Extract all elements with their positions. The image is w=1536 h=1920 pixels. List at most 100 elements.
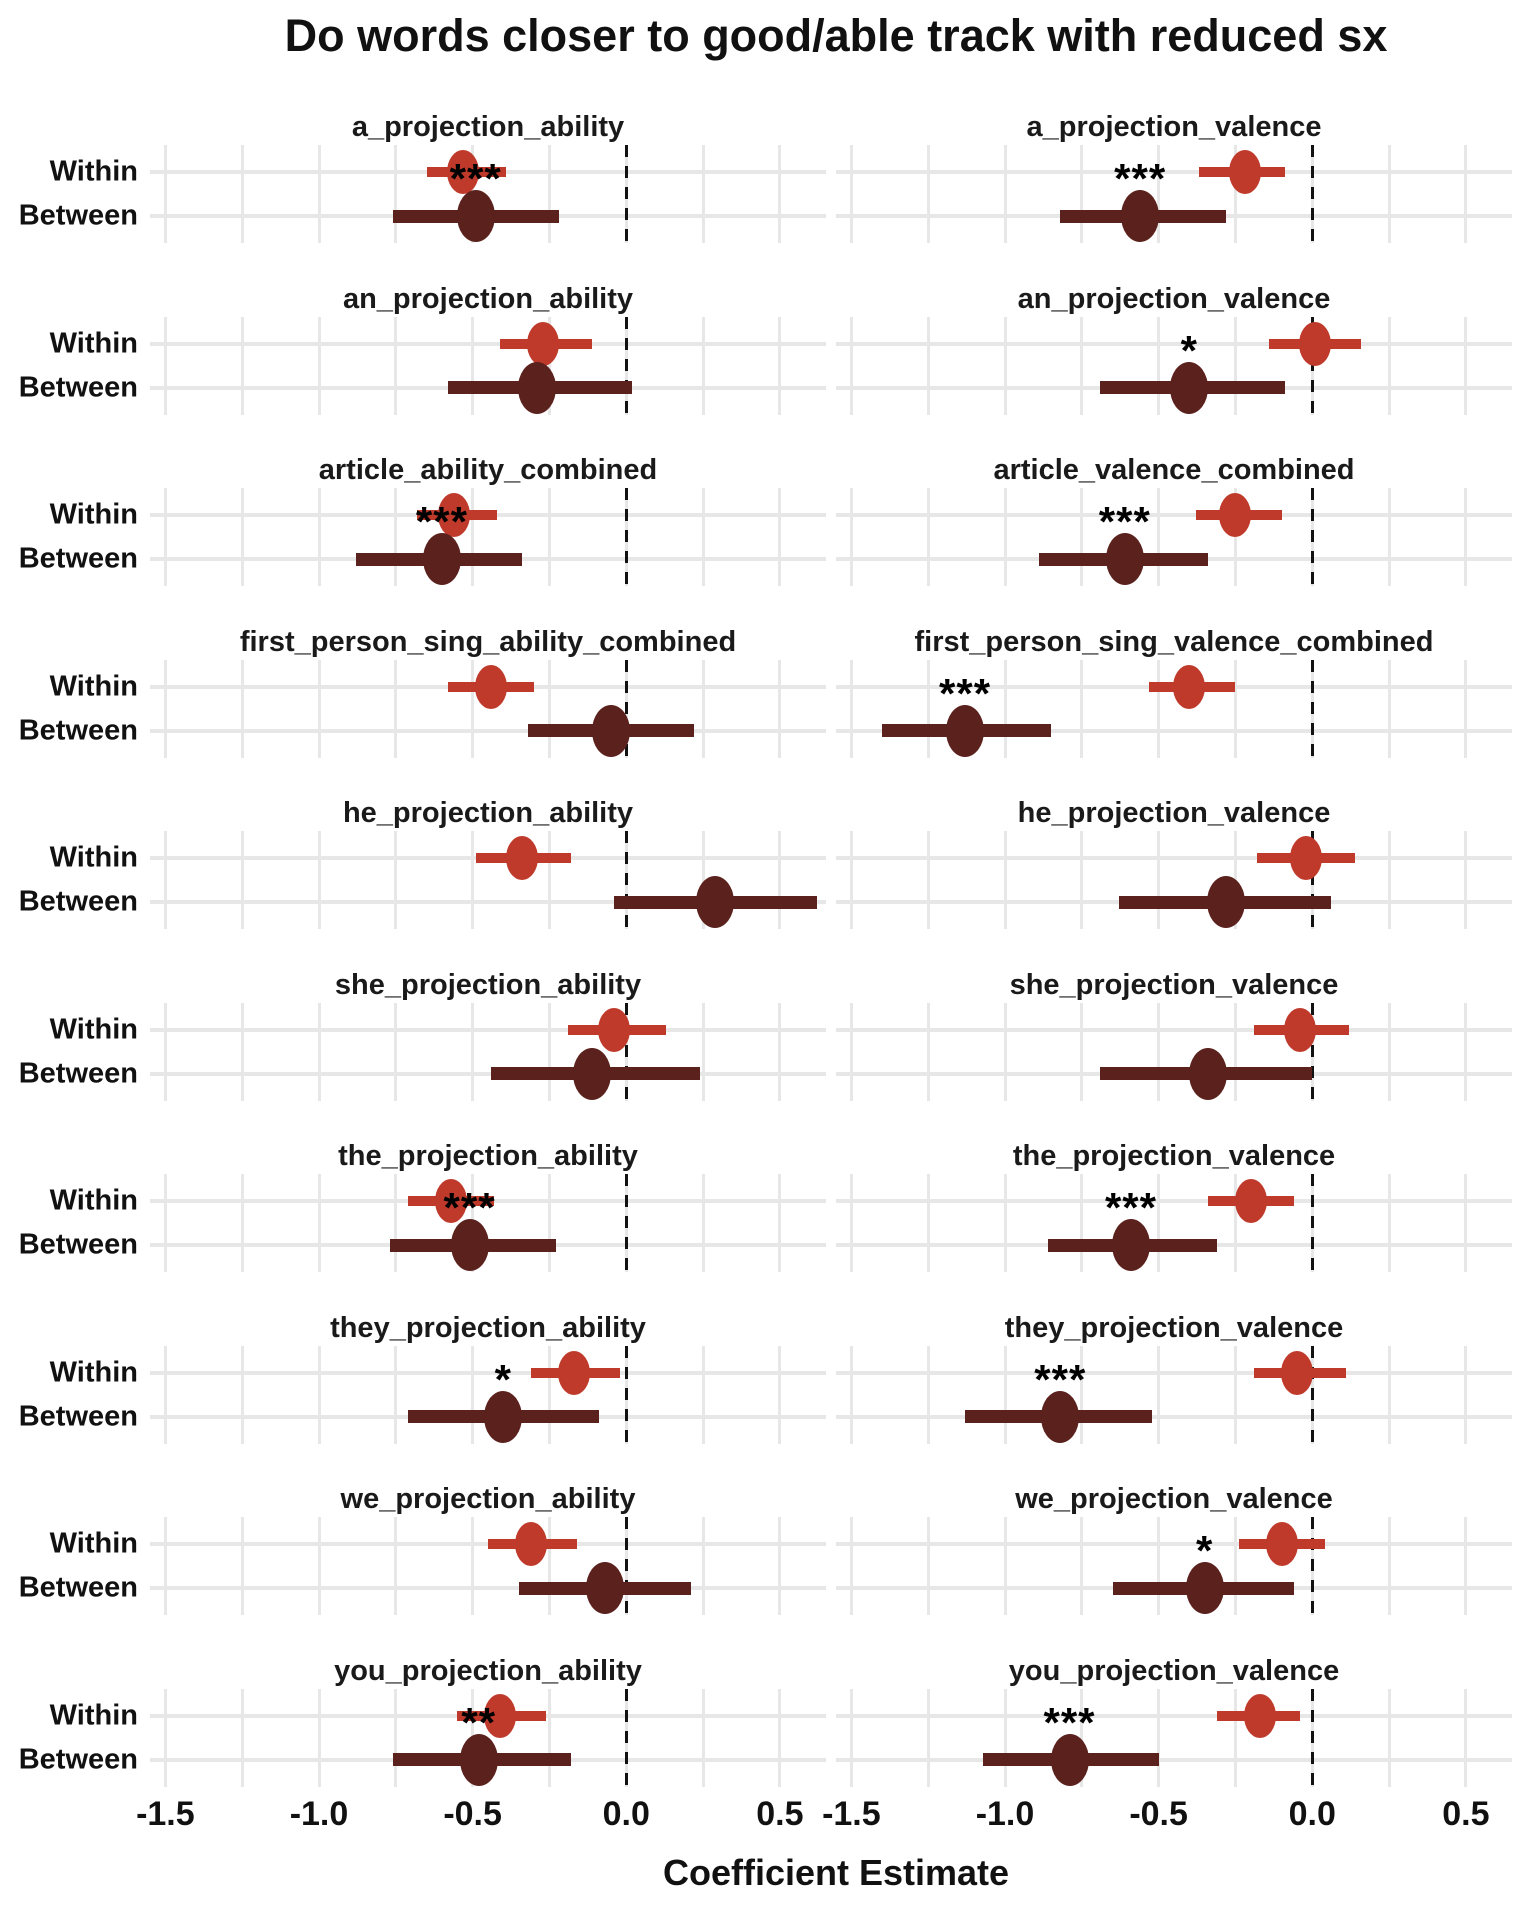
facet-title: we_projection_valence [1015, 1483, 1333, 1515]
significance-stars: *** [449, 155, 502, 202]
facet-panel: *** [836, 659, 1512, 758]
gridline-horizontal [836, 728, 1512, 733]
gridline-vertical [1003, 1002, 1007, 1101]
gridline-vertical [163, 831, 167, 929]
facet-panel: * [836, 316, 1512, 415]
y-label-between: Between [18, 199, 138, 232]
facet-panel: *** [836, 1688, 1512, 1787]
gridline-horizontal [836, 856, 1512, 860]
gridline-vertical [778, 1002, 782, 1101]
gridline-vertical [1080, 831, 1084, 929]
gridline-vertical [1157, 1517, 1161, 1615]
gridline-vertical [778, 1174, 782, 1272]
gridline-vertical [1387, 145, 1391, 243]
facet-title: we_projection_ability [340, 1483, 636, 1515]
gridline-vertical [1003, 1688, 1007, 1787]
gridline-vertical [317, 831, 321, 929]
facet-title: you_projection_valence [1008, 1654, 1340, 1687]
gridline-horizontal [836, 513, 1512, 517]
gridline-horizontal [150, 1027, 826, 1032]
gridline-vertical [317, 488, 321, 586]
plot-title: Do words closer to good/able track with … [284, 10, 1388, 61]
gridline-vertical [1464, 316, 1468, 415]
gridline-vertical [701, 659, 705, 758]
point-between [696, 876, 735, 928]
point-within [515, 1522, 548, 1566]
y-label-within: Within [49, 841, 138, 874]
gridline-vertical [1464, 831, 1468, 929]
facet-title: he_projection_valence [1017, 797, 1331, 829]
facet-panel [836, 1002, 1512, 1101]
point-within [438, 493, 471, 537]
gridline-vertical [1003, 1345, 1007, 1444]
gridline-vertical [317, 145, 321, 243]
zero-reference-line [624, 145, 628, 243]
gridline-vertical [778, 659, 782, 758]
gridline-vertical [547, 145, 551, 243]
facet-panel [836, 831, 1512, 929]
gridline-vertical [926, 316, 930, 415]
facet-panel [150, 316, 826, 415]
point-within [1280, 1350, 1313, 1395]
gridline-vertical [1157, 145, 1161, 243]
gridline-vertical [394, 488, 398, 586]
gridline-vertical [1233, 1345, 1237, 1444]
gridline-vertical [240, 1345, 244, 1444]
facet-panel [150, 1002, 826, 1101]
zero-reference-line [1310, 1345, 1314, 1444]
facet-title: article_ability_combined [318, 454, 658, 486]
gridline-vertical [317, 1345, 321, 1444]
significance-stars: *** [415, 498, 468, 545]
x-tick-label: 0.5 [1442, 1794, 1490, 1833]
gridline-vertical [1003, 659, 1007, 758]
facet-panel [150, 831, 826, 929]
gridline-vertical [701, 1002, 705, 1101]
gridline-vertical [163, 145, 167, 243]
gridline-vertical [926, 1688, 930, 1787]
gridline-horizontal [150, 900, 826, 904]
gridline-vertical [394, 145, 398, 243]
gridline-vertical [778, 831, 782, 929]
gridline-vertical [701, 1345, 705, 1444]
y-label-between: Between [18, 1743, 138, 1775]
gridline-vertical [394, 1517, 398, 1615]
gridline-vertical [701, 1688, 705, 1787]
point-within [447, 150, 480, 194]
gridline-vertical [547, 831, 551, 929]
point-between [518, 361, 557, 414]
facet-title: first_person_sing_ability_combined [239, 625, 737, 658]
gridline-vertical [394, 316, 398, 415]
point-between [1185, 1562, 1224, 1614]
y-label-within: Within [49, 155, 138, 188]
zero-reference-line [1310, 488, 1314, 586]
facet-title: an_projection_valence [1017, 282, 1331, 315]
gridline-vertical [240, 316, 244, 415]
gridline-vertical [926, 1517, 930, 1615]
gridline-vertical [926, 831, 930, 929]
zero-reference-line [1310, 145, 1314, 243]
gridline-vertical [547, 1174, 551, 1272]
gridline-vertical [394, 1688, 398, 1787]
facet-title: first_person_sing_valence_combined [914, 625, 1434, 658]
facet-panel: *** [150, 145, 826, 243]
gridline-vertical [163, 316, 167, 415]
facet-title: a_projection_ability [351, 111, 625, 143]
point-within [558, 1350, 591, 1395]
x-tick-label: 0.0 [1288, 1794, 1336, 1833]
gridline-vertical [471, 1345, 475, 1444]
zero-reference-line [624, 316, 628, 415]
gridline-vertical [1080, 1174, 1084, 1272]
significance-stars: *** [443, 1184, 496, 1231]
gridline-vertical [926, 145, 930, 243]
point-within [597, 1007, 630, 1052]
gridline-vertical [849, 831, 853, 929]
gridline-vertical [926, 1174, 930, 1272]
gridline-vertical [1464, 488, 1468, 586]
gridline-horizontal [836, 1199, 1512, 1203]
zero-reference-line [1310, 316, 1314, 415]
gridline-vertical [1157, 1002, 1161, 1101]
significance-stars: *** [1104, 1184, 1157, 1231]
gridline-horizontal [836, 1027, 1512, 1032]
point-within [475, 664, 508, 709]
